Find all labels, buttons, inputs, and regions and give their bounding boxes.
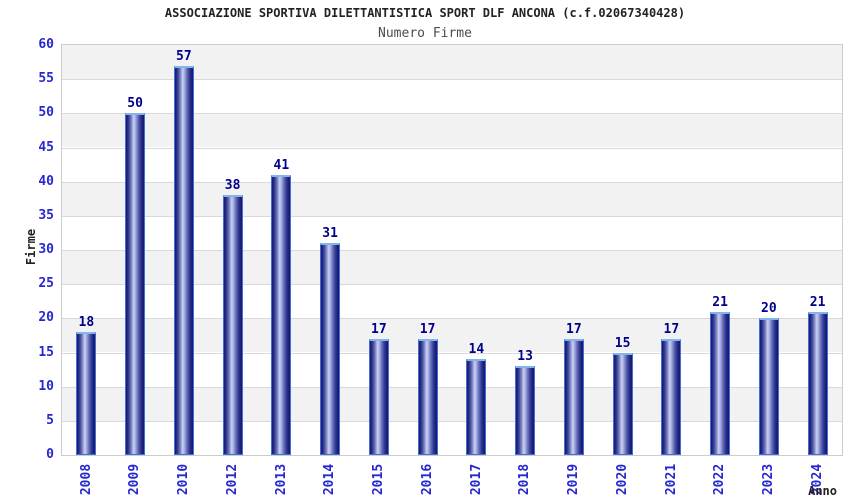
x-tick-label-text: 2019: [566, 463, 582, 495]
x-tick-label: 2015: [359, 459, 399, 499]
bar-value-label: 21: [712, 294, 728, 310]
bar-value-label: 50: [127, 96, 143, 112]
chart-subtitle: Numero Firme: [378, 26, 472, 41]
bar-value-label: 17: [371, 321, 387, 337]
bar: [710, 311, 731, 455]
gridline: [62, 215, 842, 217]
gridline: [62, 113, 842, 115]
gridline: [62, 284, 842, 286]
bar-value-label: 31: [322, 226, 338, 242]
bar-value-label: 21: [809, 294, 826, 310]
x-tick-label-text: 2010: [176, 463, 192, 495]
bar-value-label: 17: [663, 321, 680, 337]
y-tick-label: 0: [46, 447, 54, 462]
x-tick-label-text: 2023: [761, 463, 777, 495]
bar: [515, 366, 536, 455]
gridline: [62, 181, 842, 183]
bar-value-label: 17: [419, 321, 436, 337]
x-tick-label: 2010: [164, 459, 204, 499]
y-tick-label: 10: [38, 378, 54, 394]
x-tick-label: 2014: [310, 459, 350, 499]
x-tick-label: 2022: [700, 459, 740, 499]
x-tick-label-text: 2016: [420, 463, 436, 495]
x-tick-label-text: 2017: [468, 463, 484, 495]
y-tick-label: 60: [38, 37, 54, 52]
bar: [173, 65, 194, 455]
gridline: [62, 352, 842, 354]
y-tick-label: 30: [38, 242, 54, 257]
x-tick-label: 2008: [66, 459, 106, 499]
x-tick-label-text: 2012: [225, 463, 241, 495]
x-tick-label: 2013: [261, 459, 301, 499]
y-tick-label: 50: [38, 105, 54, 121]
x-tick-label-text: 2020: [615, 463, 631, 495]
x-tick-label: 2019: [554, 459, 594, 499]
x-tick-label-text: 2018: [517, 463, 533, 495]
x-tick-label-text: 2021: [663, 463, 679, 495]
bar: [368, 338, 389, 455]
bar: [125, 113, 146, 455]
bar-value-label: 18: [78, 315, 95, 330]
y-tick-label: 5: [46, 412, 54, 428]
x-tick-label-text: 2022: [712, 463, 728, 495]
x-axis-title: Anno: [808, 484, 837, 498]
x-tick-label: 2023: [749, 459, 789, 499]
bar: [466, 359, 487, 455]
gridline: [62, 250, 842, 251]
y-tick-label: 35: [38, 207, 54, 223]
bar: [271, 174, 292, 455]
gridline: [62, 147, 842, 149]
bar-value-label: 57: [176, 48, 192, 64]
bar-value-label: 17: [566, 321, 582, 337]
bar: [612, 352, 633, 455]
y-tick-label: 55: [38, 71, 54, 87]
bar: [758, 318, 779, 455]
x-tick-label-text: 2014: [322, 463, 338, 495]
x-tick-label: 2016: [408, 459, 448, 499]
bar: [320, 243, 341, 455]
bar-value-label: 15: [614, 335, 631, 351]
x-tick-label: 2017: [456, 459, 496, 499]
plot-area: 18 50 57 38 41 31 17 17 14 13 17 15 17 21 20 21: [61, 44, 843, 456]
bar: [76, 332, 97, 455]
chart-title: ASSOCIAZIONE SPORTIVA DILETTANTISTICA SP…: [164, 6, 686, 20]
gridline: [62, 318, 842, 320]
y-tick-label: 20: [38, 310, 54, 326]
y-tick-label: 40: [38, 173, 54, 189]
x-tick-label: 2020: [603, 459, 643, 499]
bar: [222, 195, 243, 455]
y-tick-label: 15: [38, 344, 54, 360]
bar: [563, 338, 584, 455]
x-tick-label: 2012: [213, 459, 253, 499]
x-tick-label-text: 2015: [371, 463, 387, 495]
bar-value-label: 20: [761, 301, 777, 317]
y-tick-label: 45: [38, 139, 54, 155]
x-tick-label-text: 2008: [78, 463, 94, 495]
y-tick-label: 25: [38, 276, 54, 292]
x-tick-label: 2009: [115, 459, 155, 499]
bar: [417, 338, 438, 455]
x-tick-label: 2021: [651, 459, 691, 499]
bar-value-label: 13: [517, 349, 533, 365]
bar: [661, 338, 682, 455]
gridline: [62, 79, 842, 81]
bar-value-label: 38: [224, 178, 241, 194]
bar-value-label: 14: [468, 342, 485, 358]
x-tick-label: 2018: [505, 459, 545, 499]
bar-value-label: 41: [273, 157, 290, 173]
x-tick-label-text: 2013: [273, 463, 289, 495]
gridline: [62, 420, 842, 422]
x-tick-label-text: 2009: [127, 463, 143, 495]
bar: [807, 311, 828, 455]
gridline: [62, 386, 842, 388]
